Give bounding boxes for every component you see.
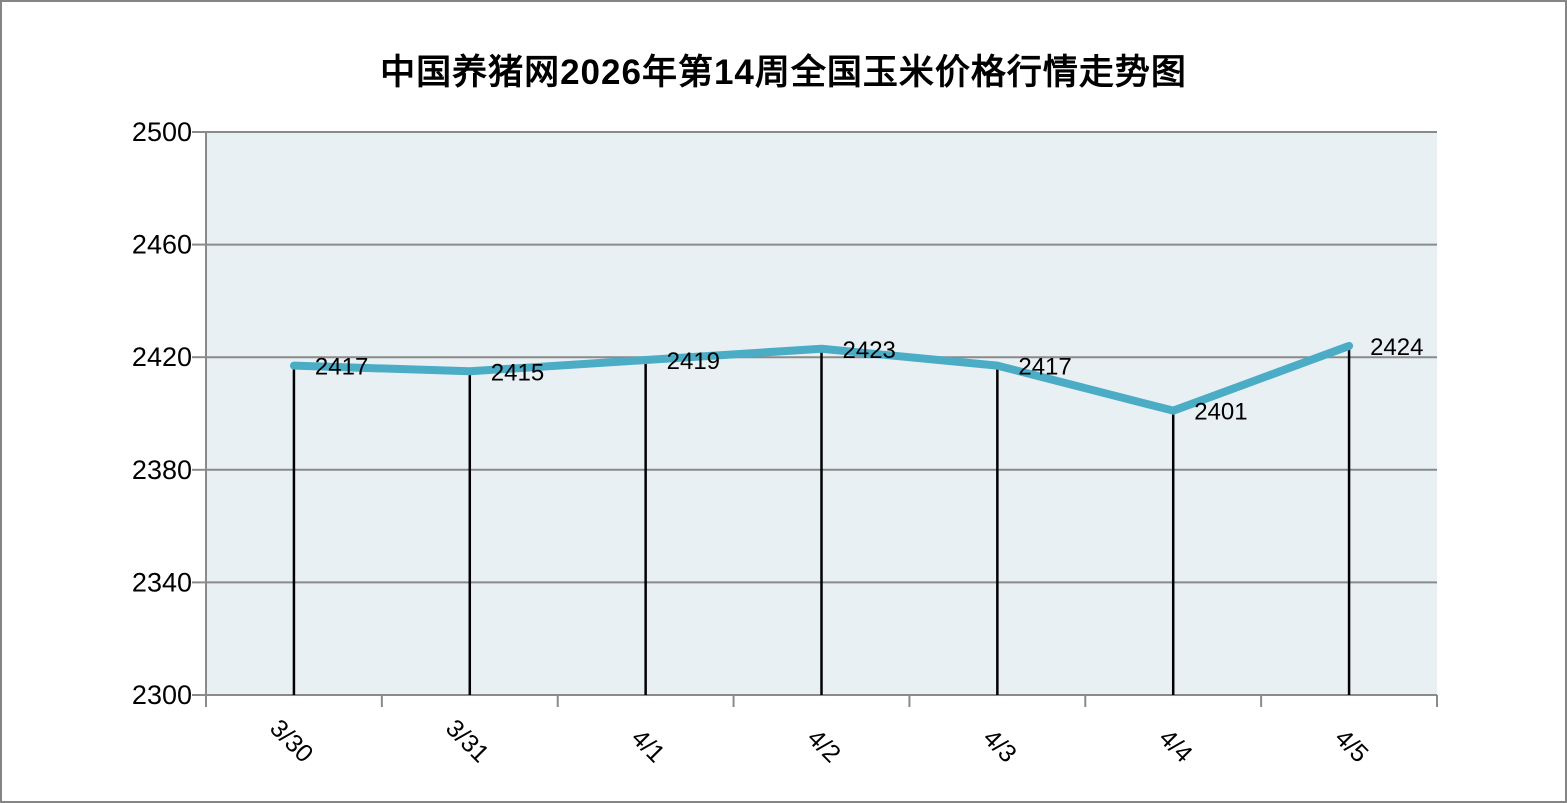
price-line-series: [289, 341, 1354, 415]
data-label: 2417: [315, 354, 368, 381]
y-axis-label: 2420: [132, 342, 192, 372]
y-axis-label: 2300: [132, 680, 192, 710]
data-label: 2424: [1370, 334, 1423, 361]
x-axis-label: 3/31: [440, 714, 494, 768]
data-label: 2415: [491, 359, 544, 386]
y-axis-label: 2340: [132, 567, 192, 597]
x-axis-label: 4/1: [626, 724, 670, 768]
data-label: 2423: [843, 337, 896, 364]
data-label: 2401: [1194, 399, 1247, 426]
data-label: 2419: [667, 348, 720, 375]
x-axis-label: 3/30: [264, 714, 318, 768]
data-label: 2417: [1018, 354, 1071, 381]
y-axis-label: 2460: [132, 230, 192, 260]
y-axis-label: 2380: [132, 455, 192, 485]
x-axis-label: 4/5: [1329, 724, 1373, 768]
x-axis-label: 4/3: [978, 724, 1022, 768]
y-axis-label: 2500: [132, 117, 192, 147]
x-axis-label: 4/2: [802, 724, 846, 768]
x-axis-label: 4/4: [1153, 724, 1197, 768]
chart-title: 中国养猪网2026年第14周全国玉米价格行情走势图: [380, 53, 1187, 92]
